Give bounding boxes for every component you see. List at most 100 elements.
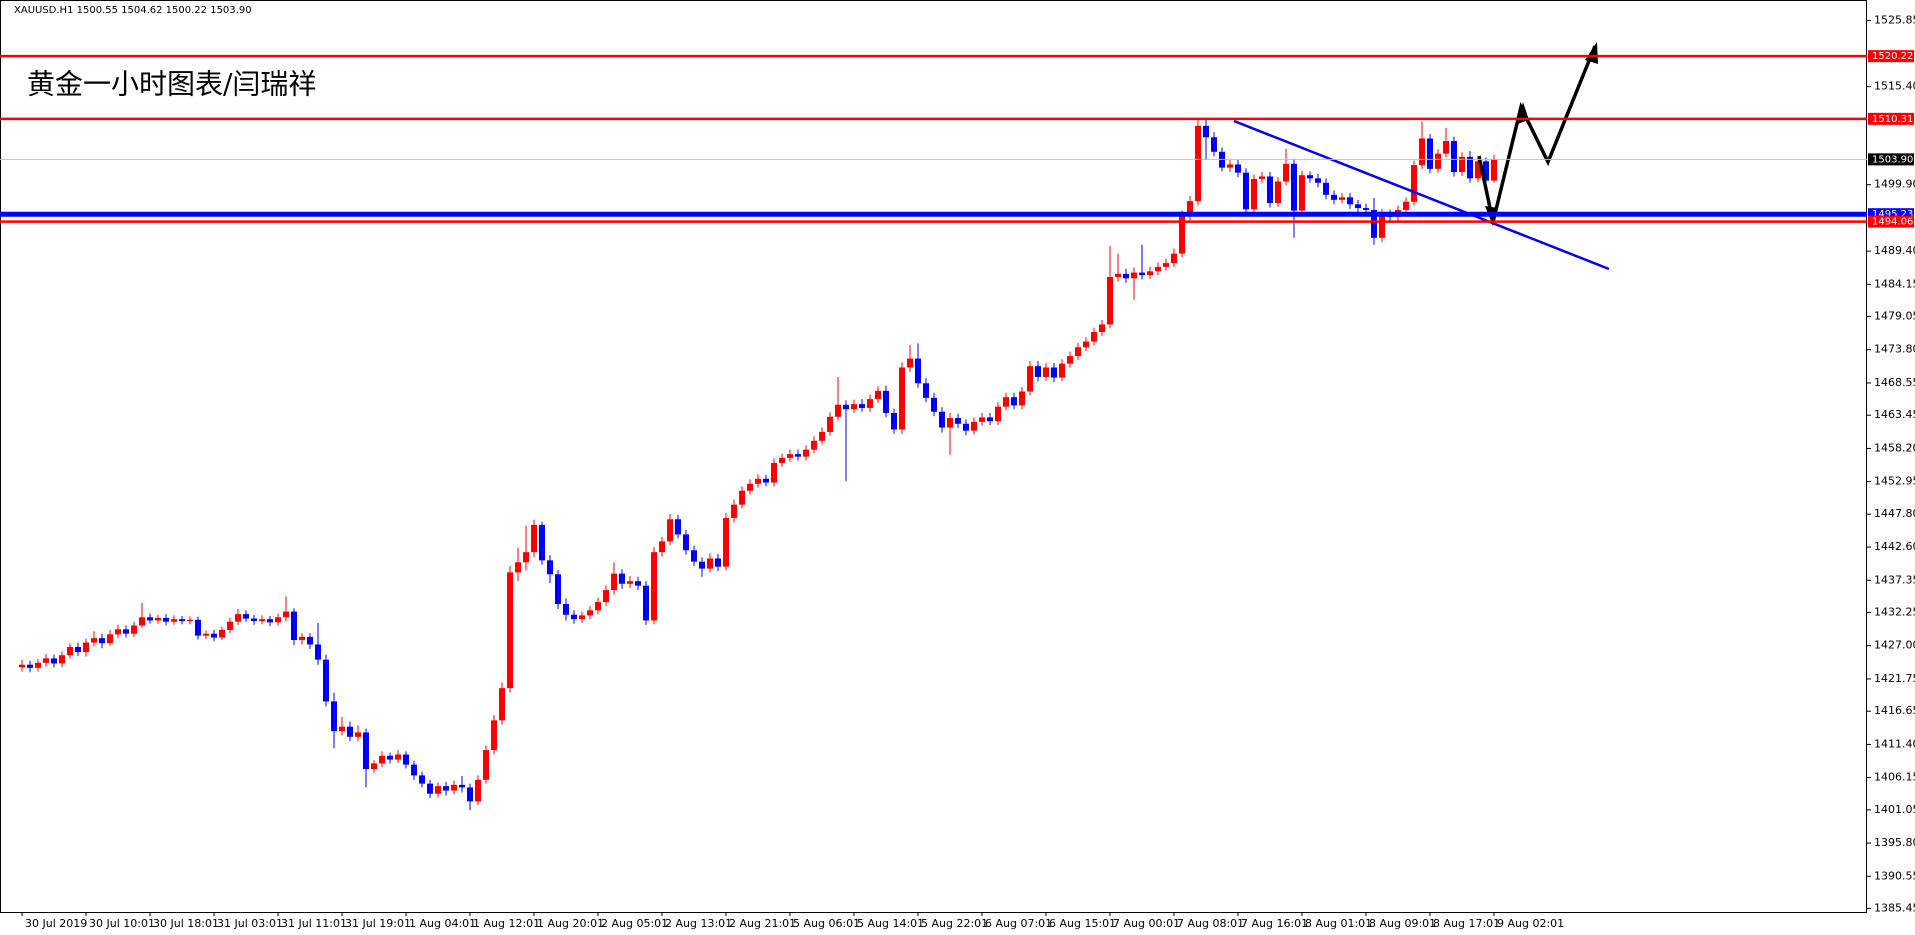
- x-tick-label: 31 Jul 03:01: [217, 917, 283, 930]
- current-price-box: [1868, 153, 1914, 166]
- x-tick-label: 5 Aug 22:01: [921, 917, 988, 930]
- candle-body: [299, 636, 305, 641]
- candle-body: [971, 421, 977, 431]
- candle-body: [1011, 397, 1017, 406]
- y-tick-label: 1437.35: [1874, 573, 1915, 586]
- candle-body: [611, 573, 617, 591]
- candle-body: [1299, 175, 1305, 211]
- candle-body: [1323, 182, 1329, 195]
- candle-body: [1059, 363, 1065, 378]
- candle-body: [1123, 273, 1129, 279]
- y-tick-label: 1421.75: [1874, 672, 1915, 685]
- level-box: [1868, 215, 1914, 228]
- candle-body: [547, 560, 553, 575]
- candle-body: [387, 755, 393, 760]
- candle-body: [651, 552, 657, 621]
- x-tick-label: 30 Jul 2019: [25, 917, 87, 930]
- candle-body: [795, 454, 801, 457]
- candle-body: [987, 417, 993, 422]
- candle-body: [43, 658, 49, 663]
- x-tick-label: 2 Aug 05:01: [601, 917, 668, 930]
- candle-body: [771, 462, 777, 483]
- x-tick-label: 2 Aug 13:01: [665, 917, 732, 930]
- candle-body: [259, 619, 265, 622]
- candle-body: [1483, 161, 1489, 181]
- candle-body: [411, 764, 417, 776]
- candle-body: [963, 423, 969, 431]
- candle-body: [323, 659, 329, 702]
- candle-body: [571, 614, 577, 620]
- candle-body: [555, 574, 561, 604]
- candle-body: [1371, 209, 1377, 238]
- candle-body: [915, 358, 921, 384]
- candle-body: [219, 629, 225, 638]
- y-tick-label: 1401.05: [1874, 803, 1915, 816]
- level-label: 1510.31: [1872, 114, 1913, 125]
- candle-body: [227, 621, 233, 630]
- candle-body: [1107, 277, 1113, 325]
- candle-body: [139, 617, 145, 626]
- x-tick-label: 30 Jul 18:01: [153, 917, 219, 930]
- candle-body: [755, 478, 761, 484]
- candle-body: [1331, 194, 1337, 200]
- candle-body: [603, 590, 609, 603]
- level-box: [1868, 50, 1914, 63]
- candle-body: [371, 763, 377, 770]
- x-tick-label: 6 Aug 15:01: [1049, 917, 1116, 930]
- candle-body: [307, 636, 313, 645]
- candle-body: [739, 490, 745, 505]
- candle-body: [283, 611, 289, 618]
- candle-body: [203, 633, 209, 636]
- candle-body: [659, 541, 665, 553]
- candle-body: [635, 581, 641, 586]
- x-tick-label: 6 Aug 07:01: [985, 917, 1052, 930]
- candle-body: [979, 417, 985, 422]
- candle-body: [1291, 163, 1297, 211]
- x-tick-label: 9 Aug 02:01: [1497, 917, 1564, 930]
- candle-body: [19, 664, 25, 668]
- candle-body: [1147, 271, 1153, 276]
- candle-body: [1035, 366, 1041, 377]
- arrow-head: [1585, 42, 1598, 64]
- candle-body: [683, 534, 689, 551]
- y-tick-label: 1473.80: [1874, 343, 1915, 356]
- forecast-arrows: [1477, 45, 1597, 223]
- candle-body: [163, 617, 169, 622]
- candle-body: [619, 573, 625, 584]
- candle-body: [1363, 208, 1369, 210]
- candle-body: [731, 504, 737, 518]
- x-tick-label: 1 Aug 12:01: [473, 917, 540, 930]
- candle-body: [459, 784, 465, 788]
- y-tick-label: 1442.60: [1874, 540, 1915, 553]
- x-tick-label: 7 Aug 16:01: [1241, 917, 1308, 930]
- y-tick-label: 1468.55: [1874, 376, 1915, 389]
- y-tick-label: 1390.55: [1874, 869, 1915, 882]
- level-label: 1494.06: [1872, 217, 1913, 228]
- candle-body: [907, 358, 913, 368]
- candle-body: [643, 585, 649, 621]
- candle-body: [1419, 138, 1425, 166]
- candle-body: [115, 629, 121, 635]
- candle-body: [1355, 204, 1361, 209]
- y-tick-label: 1489.40: [1874, 244, 1915, 257]
- candle-body: [819, 431, 825, 441]
- candle-body: [339, 726, 345, 732]
- candle-body: [75, 647, 81, 653]
- candle-body: [1251, 178, 1257, 210]
- candle-body: [363, 732, 369, 770]
- candle-body: [891, 412, 897, 430]
- candle-body: [107, 634, 113, 644]
- candle-body: [1003, 397, 1009, 407]
- candle-body: [947, 418, 953, 428]
- candle-body: [483, 750, 489, 780]
- x-tick-label: 2 Aug 21:01: [729, 917, 796, 930]
- x-tick-label: 7 Aug 08:01: [1177, 917, 1244, 930]
- candle-body: [1467, 156, 1473, 179]
- candle-body: [195, 619, 201, 636]
- y-tick-label: 1432.25: [1874, 606, 1915, 619]
- candle-body: [507, 572, 513, 689]
- candle-body: [1259, 176, 1265, 179]
- candle-body: [747, 483, 753, 491]
- candle-body: [1043, 367, 1049, 377]
